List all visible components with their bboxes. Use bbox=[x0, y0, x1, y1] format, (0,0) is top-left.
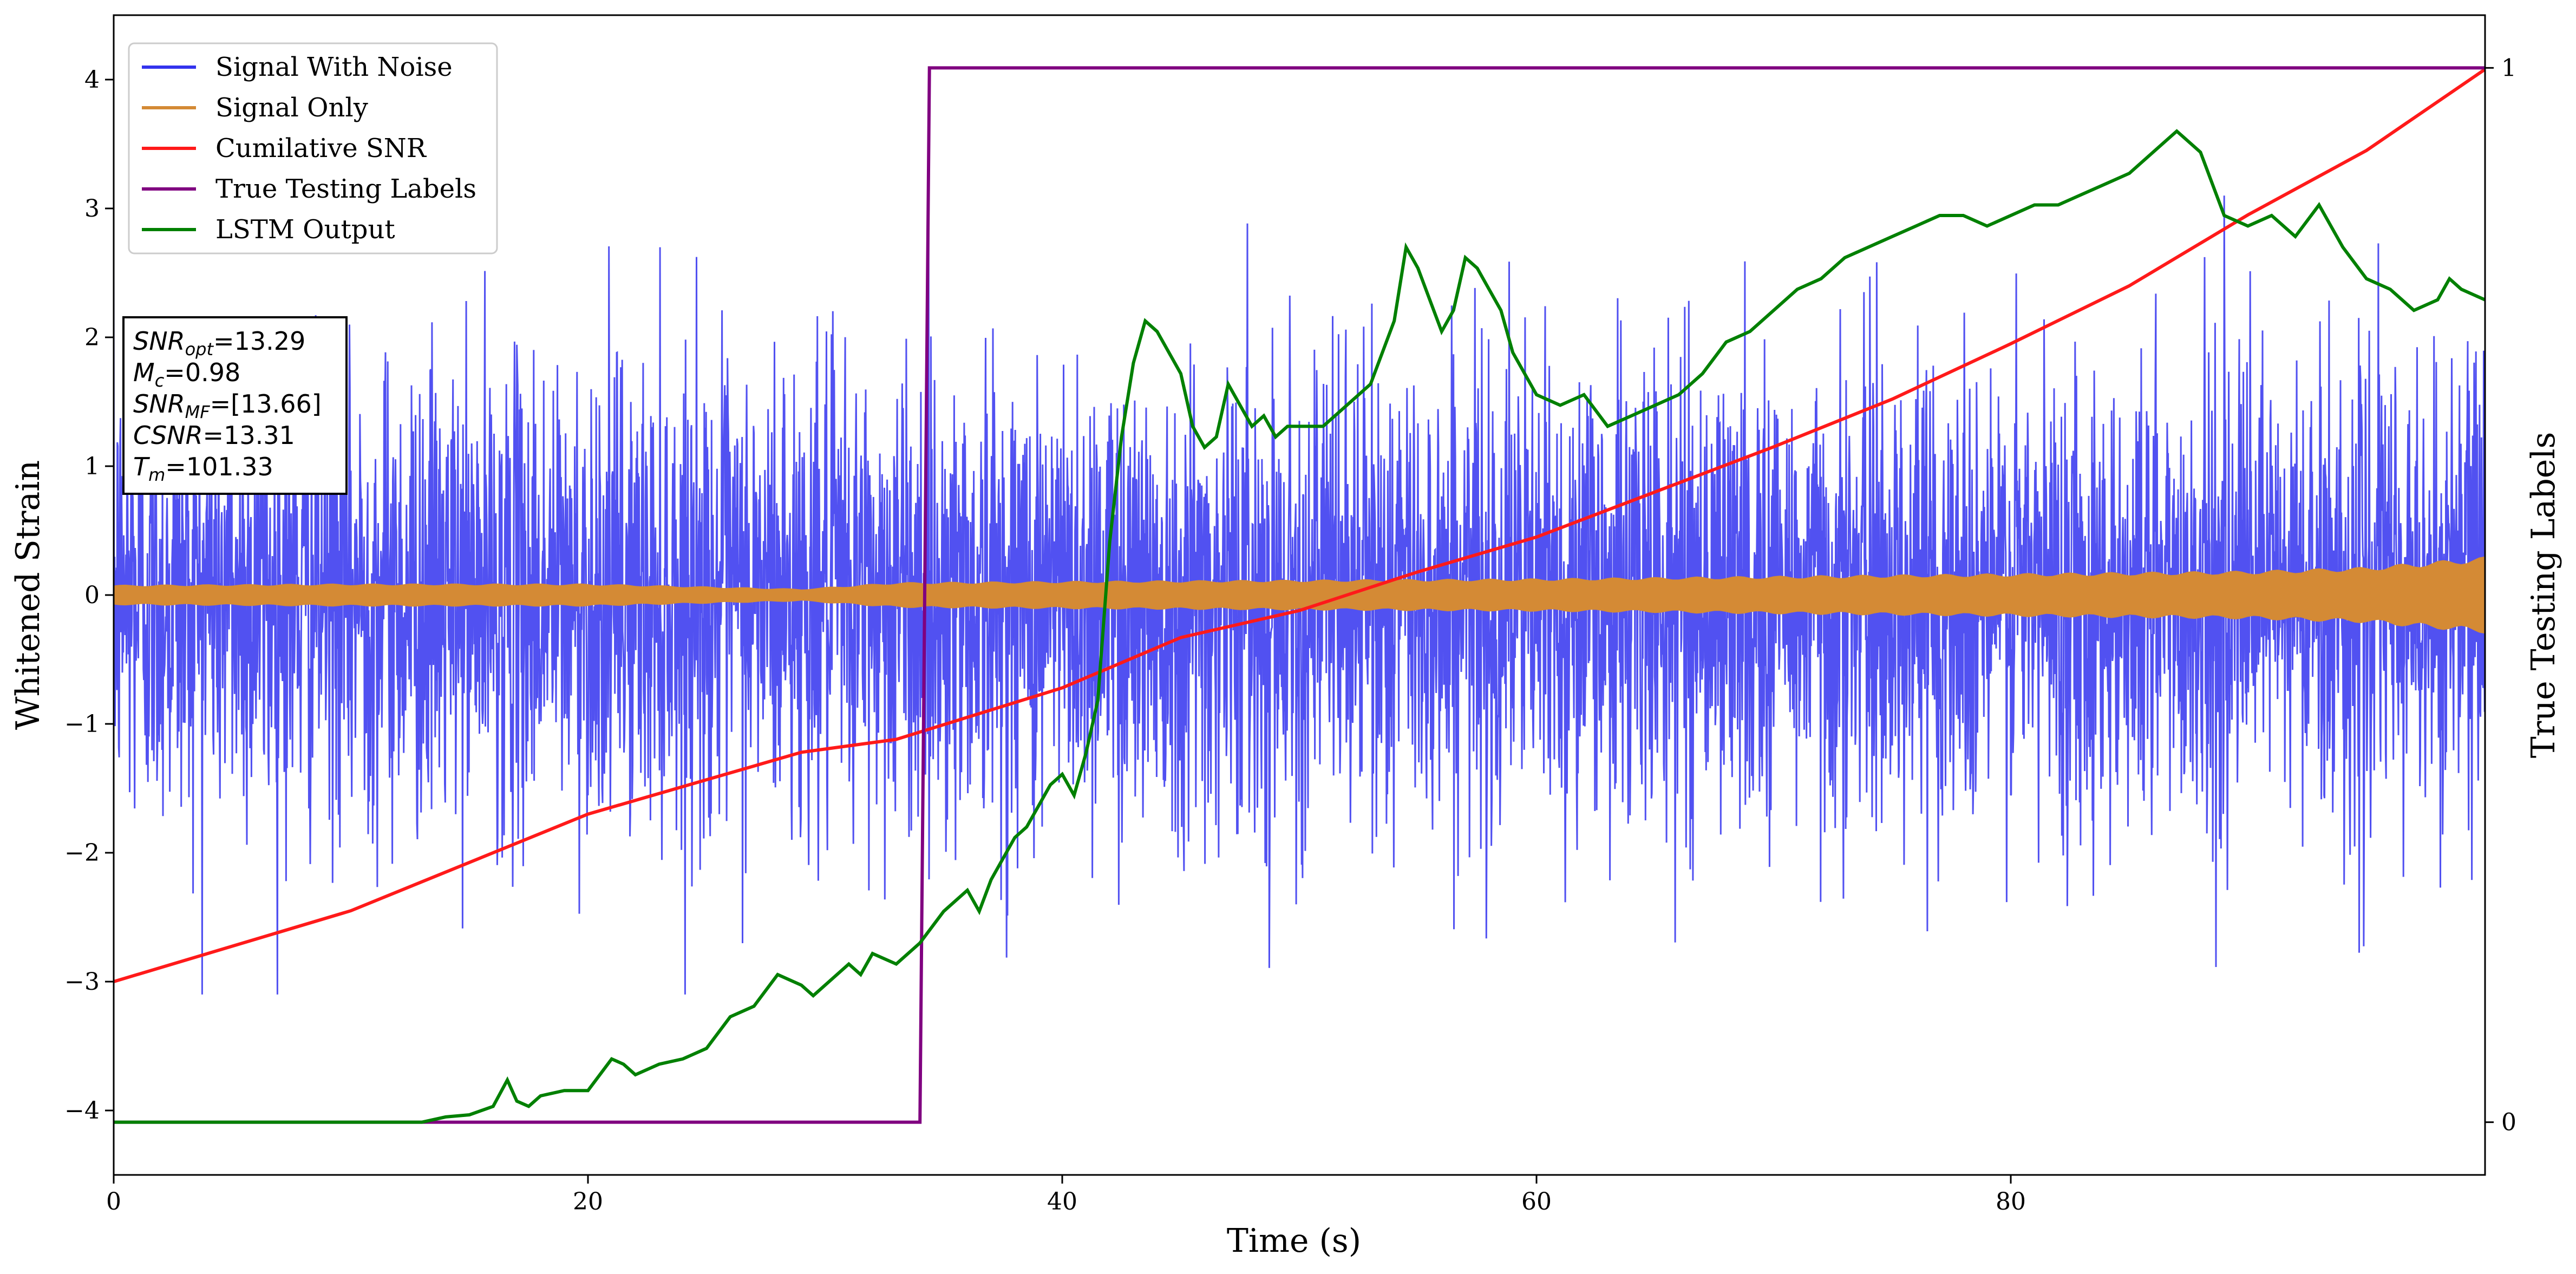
legend-frame bbox=[128, 42, 498, 254]
y-tick-label: −2 bbox=[64, 839, 100, 867]
series-lstm-output bbox=[114, 129, 2485, 1124]
y-tick-label: 0 bbox=[84, 582, 100, 609]
y-tick-label: −4 bbox=[64, 1097, 100, 1125]
info-box: SNRopt=13.29Mc=0.98SNRMF=[13.66]CSNR=13.… bbox=[122, 316, 348, 495]
legend-entry: Cumilative SNR bbox=[215, 133, 427, 164]
legend-entry: LSTM Output bbox=[215, 214, 395, 245]
info-box-frame bbox=[122, 316, 348, 495]
x-tick-label: 20 bbox=[573, 1188, 603, 1216]
x-tick-label: 0 bbox=[106, 1188, 121, 1216]
info-line: SNRopt=13.29 bbox=[133, 326, 305, 360]
x-tick-label: 80 bbox=[1996, 1188, 2026, 1216]
plot-area bbox=[114, 66, 2485, 1124]
info-line: Mc=0.98 bbox=[133, 358, 240, 391]
legend-entry: Signal Only bbox=[215, 93, 368, 123]
y-tick-label: −1 bbox=[64, 710, 100, 738]
y-tick-label: 4 bbox=[84, 66, 100, 94]
y-axis-label: Whitened Strain bbox=[9, 460, 47, 730]
series-signal-with-noise bbox=[114, 195, 2485, 995]
y-tick-label: 3 bbox=[84, 195, 100, 223]
legend: Signal With Noise Signal Only Cumilative S… bbox=[128, 42, 498, 254]
info-line: Tm=101.33 bbox=[133, 452, 273, 485]
info-line: CSNR=13.31 bbox=[133, 421, 295, 450]
y2-tick-label: 0 bbox=[2501, 1109, 2516, 1136]
info-line: SNRMF=[13.66] bbox=[133, 389, 322, 422]
legend-entry: True Testing Labels bbox=[215, 174, 476, 204]
y-tick-label: 2 bbox=[84, 324, 100, 351]
series-true-testing-labels bbox=[114, 66, 2485, 1124]
x-tick-label: 60 bbox=[1521, 1188, 1552, 1216]
x-axis-label: Time (s) bbox=[1227, 1222, 1361, 1260]
y2-axis-label: True Testing Labels bbox=[2525, 432, 2562, 759]
y2-tick-label: 1 bbox=[2501, 54, 2516, 82]
y-tick-label: −3 bbox=[64, 968, 100, 996]
y-tick-label: 1 bbox=[84, 453, 100, 480]
series-cumilative-snr bbox=[114, 68, 2485, 983]
series-signal-only bbox=[114, 556, 2485, 634]
x-tick-label: 40 bbox=[1047, 1188, 1077, 1216]
legend-entry: Signal With Noise bbox=[215, 52, 453, 82]
